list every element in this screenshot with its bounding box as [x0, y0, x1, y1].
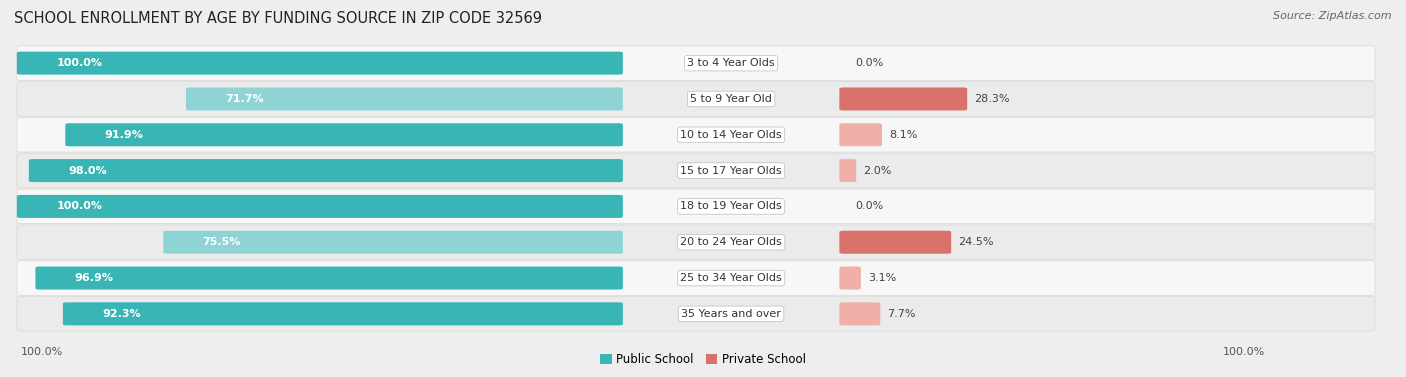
- Text: 3 to 4 Year Olds: 3 to 4 Year Olds: [688, 58, 775, 68]
- Text: 98.0%: 98.0%: [69, 166, 107, 176]
- Text: 8.1%: 8.1%: [889, 130, 917, 140]
- Text: 10 to 14 Year Olds: 10 to 14 Year Olds: [681, 130, 782, 140]
- Text: 91.9%: 91.9%: [104, 130, 143, 140]
- Text: 15 to 17 Year Olds: 15 to 17 Year Olds: [681, 166, 782, 176]
- Text: 0.0%: 0.0%: [855, 201, 883, 211]
- Text: 0.0%: 0.0%: [855, 58, 883, 68]
- Text: 92.3%: 92.3%: [103, 309, 141, 319]
- Text: 35 Years and over: 35 Years and over: [681, 309, 782, 319]
- Text: 28.3%: 28.3%: [974, 94, 1010, 104]
- Text: 24.5%: 24.5%: [959, 237, 994, 247]
- Text: 71.7%: 71.7%: [225, 94, 264, 104]
- Text: 5 to 9 Year Old: 5 to 9 Year Old: [690, 94, 772, 104]
- Text: 100.0%: 100.0%: [56, 58, 103, 68]
- Text: 100.0%: 100.0%: [56, 201, 103, 211]
- Text: 100.0%: 100.0%: [21, 347, 63, 357]
- Text: 96.9%: 96.9%: [75, 273, 114, 283]
- Text: 3.1%: 3.1%: [868, 273, 896, 283]
- Legend: Public School, Private School: Public School, Private School: [595, 349, 811, 371]
- Text: 7.7%: 7.7%: [887, 309, 915, 319]
- Text: Source: ZipAtlas.com: Source: ZipAtlas.com: [1274, 11, 1392, 21]
- Text: 25 to 34 Year Olds: 25 to 34 Year Olds: [681, 273, 782, 283]
- Text: 2.0%: 2.0%: [863, 166, 891, 176]
- Text: 75.5%: 75.5%: [202, 237, 240, 247]
- Text: 20 to 24 Year Olds: 20 to 24 Year Olds: [681, 237, 782, 247]
- Text: 18 to 19 Year Olds: 18 to 19 Year Olds: [681, 201, 782, 211]
- Text: SCHOOL ENROLLMENT BY AGE BY FUNDING SOURCE IN ZIP CODE 32569: SCHOOL ENROLLMENT BY AGE BY FUNDING SOUR…: [14, 11, 543, 26]
- Text: 100.0%: 100.0%: [1223, 347, 1265, 357]
